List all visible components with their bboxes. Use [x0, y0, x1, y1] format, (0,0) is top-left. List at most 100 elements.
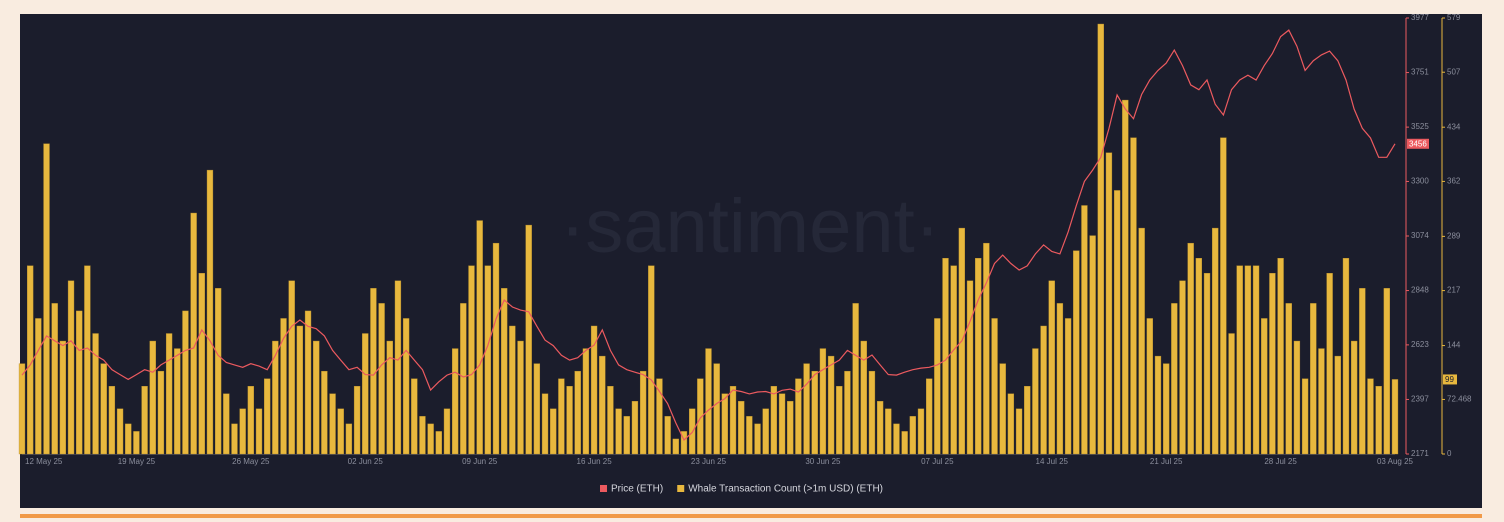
y2-tick-label: 434 [1447, 122, 1461, 131]
bar [1171, 303, 1178, 455]
bar [1187, 242, 1194, 455]
bar [934, 318, 941, 455]
y2-tick-label: 579 [1447, 13, 1461, 22]
bar [541, 393, 549, 455]
bar [427, 423, 434, 455]
bar [893, 423, 900, 455]
bar [304, 310, 312, 455]
bar [157, 370, 165, 455]
bar [174, 348, 181, 455]
bar [1130, 137, 1137, 455]
bar [296, 325, 304, 455]
bar [1301, 378, 1309, 455]
bar [917, 408, 925, 455]
bar [926, 378, 933, 455]
bar [1244, 265, 1252, 455]
bar [590, 325, 598, 455]
bar [762, 408, 769, 455]
y2-tick-label: 0 [1447, 449, 1452, 458]
bar [1203, 273, 1211, 455]
bar [1081, 205, 1088, 455]
bar [125, 423, 132, 455]
y-tick-label: 3300 [1411, 177, 1429, 186]
bar [648, 265, 655, 455]
bar [1089, 235, 1096, 455]
y2-tick-label: 144 [1447, 341, 1461, 350]
bar [942, 258, 949, 455]
current-value-badge [1407, 138, 1429, 149]
bar [1326, 273, 1333, 455]
bar [1097, 23, 1104, 455]
x-tick-label: 23 Jun 25 [691, 457, 727, 466]
bar [525, 224, 532, 455]
bar [165, 333, 173, 455]
bar [223, 393, 230, 455]
bar [705, 348, 712, 455]
y-tick-label: 3525 [1411, 122, 1429, 131]
bar [623, 416, 630, 455]
bar [533, 363, 541, 455]
bar [484, 265, 491, 455]
bar [1064, 318, 1072, 455]
bar [697, 378, 704, 455]
bar [182, 310, 189, 455]
bar [476, 220, 483, 455]
bar [1220, 137, 1227, 455]
bar [198, 273, 205, 455]
bar [190, 212, 197, 455]
bar [550, 408, 557, 455]
bar [337, 408, 344, 455]
bar [206, 169, 214, 455]
bar [27, 265, 34, 455]
bar [231, 423, 238, 455]
bar [59, 340, 67, 455]
bar [100, 363, 107, 455]
bar [1122, 99, 1129, 455]
bar [1195, 258, 1202, 455]
bar [1318, 348, 1325, 455]
bar [411, 378, 418, 455]
bar [574, 370, 581, 455]
bar [803, 363, 810, 455]
bar [950, 265, 957, 455]
bar [738, 401, 745, 455]
bar [386, 340, 393, 455]
bar [713, 363, 720, 455]
bar [901, 431, 908, 455]
bar [746, 416, 753, 455]
bar [729, 386, 737, 455]
bar [133, 431, 140, 455]
bar [1383, 288, 1390, 455]
bar [378, 303, 385, 455]
bar [1310, 303, 1317, 455]
y-tick-label: 2848 [1411, 286, 1429, 295]
x-tick-label: 21 Jul 25 [1150, 457, 1183, 466]
bar [149, 340, 156, 455]
bar [680, 431, 688, 455]
bar [1212, 227, 1219, 455]
y-tick-label: 3977 [1411, 13, 1429, 22]
x-tick-label: 14 Jul 25 [1036, 457, 1069, 466]
bar [108, 386, 116, 455]
bar [1138, 227, 1145, 455]
bar [255, 408, 263, 455]
legend-label: Price (ETH) [611, 484, 663, 495]
bar [460, 303, 467, 455]
bar [975, 258, 982, 455]
bar [639, 370, 647, 455]
bar [721, 393, 728, 455]
bar [141, 386, 148, 455]
bar [1073, 250, 1080, 455]
x-tick-label: 02 Jun 25 [348, 457, 384, 466]
bar [370, 288, 377, 455]
current-value-badge [1443, 374, 1457, 385]
bar [615, 408, 622, 455]
bar [844, 370, 851, 455]
current-value-label: 3456 [1409, 139, 1427, 148]
bar [1375, 386, 1382, 455]
bar [1048, 280, 1055, 455]
bar [672, 438, 679, 455]
bar [1163, 363, 1170, 455]
bar [582, 348, 590, 455]
